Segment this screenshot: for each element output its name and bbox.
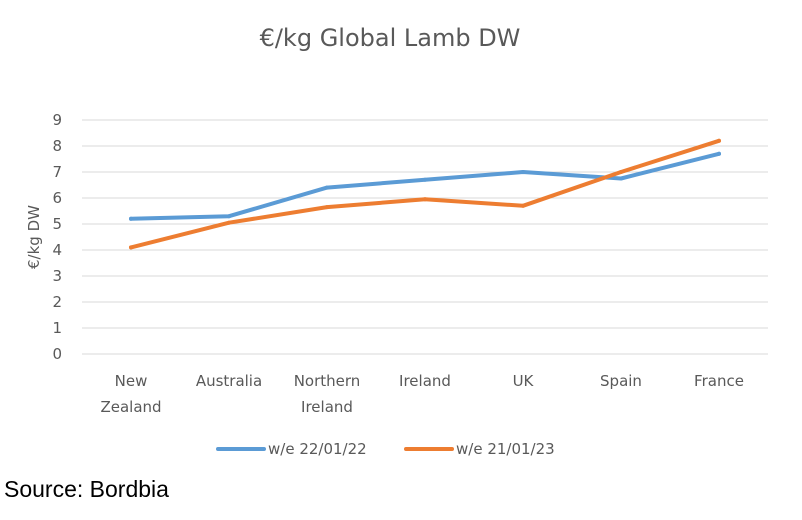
x-tick-label: France — [694, 372, 744, 390]
legend-label-1: w/e 22/01/22 — [268, 440, 367, 458]
data-point — [129, 216, 133, 221]
data-point — [717, 151, 721, 156]
y-tick-label-1: 1 — [52, 319, 62, 337]
x-tick-label-line: Ireland — [399, 372, 451, 390]
series-lines — [129, 138, 721, 250]
x-tick-label: Ireland — [399, 372, 451, 390]
data-point — [619, 176, 623, 181]
y-tick-label-5: 5 — [52, 215, 62, 233]
y-tick-label-9: 9 — [52, 111, 62, 129]
y-tick-label-2: 2 — [52, 293, 62, 311]
data-point — [717, 138, 721, 143]
x-tick-label-line: Northern — [294, 372, 361, 390]
data-point — [325, 205, 329, 210]
y-tick-label-0: 0 — [52, 345, 62, 363]
x-tick-label: Northern Ireland — [294, 372, 361, 416]
data-point — [521, 203, 525, 208]
data-point — [423, 177, 427, 182]
x-axis-ticks: New Zealand Australia Northern Ireland Irelan… — [100, 372, 743, 416]
series-line-1 — [129, 151, 721, 221]
chart-title: €/kg Global Lamb DW — [260, 24, 521, 52]
x-tick-label: Spain — [600, 372, 642, 390]
source-note: Source: Bordbia — [4, 476, 169, 502]
data-point — [227, 214, 231, 219]
y-tick-label-8: 8 — [52, 137, 62, 155]
gridlines — [82, 119, 768, 355]
x-tick-label: Australia — [196, 372, 262, 390]
legend: w/e 22/01/22 w/e 21/01/23 — [216, 440, 555, 458]
x-tick-label-line: New — [115, 372, 148, 390]
data-point — [129, 245, 133, 250]
y-tick-label-4: 4 — [52, 241, 62, 259]
legend-label-2: w/e 21/01/23 — [456, 440, 555, 458]
line-chart: €/kg Global Lamb DW 0 1 2 3 4 5 6 7 8 9 New Zealan… — [25, 24, 768, 458]
data-point — [619, 170, 623, 174]
x-tick-label-line: UK — [513, 372, 535, 390]
y-tick-label-3: 3 — [52, 267, 62, 285]
x-tick-label-line: Australia — [196, 372, 262, 390]
y-tick-label-7: 7 — [52, 163, 62, 181]
x-tick-label: UK — [513, 372, 535, 390]
data-point — [325, 185, 329, 190]
y-axis-ticks: 0 1 2 3 4 5 6 7 8 9 — [52, 111, 62, 363]
y-tick-label-6: 6 — [52, 189, 62, 207]
data-point — [227, 220, 231, 225]
x-tick-label-line: France — [694, 372, 744, 390]
x-tick-label: New Zealand — [100, 372, 161, 416]
x-tick-label-line: Spain — [600, 372, 642, 390]
x-tick-label-line: Zealand — [100, 398, 161, 416]
y-axis-title: €/kg DW — [25, 205, 43, 269]
data-point — [521, 170, 525, 174]
series-line-2 — [129, 138, 721, 250]
data-point — [423, 197, 427, 202]
x-tick-label-line: Ireland — [301, 398, 353, 416]
